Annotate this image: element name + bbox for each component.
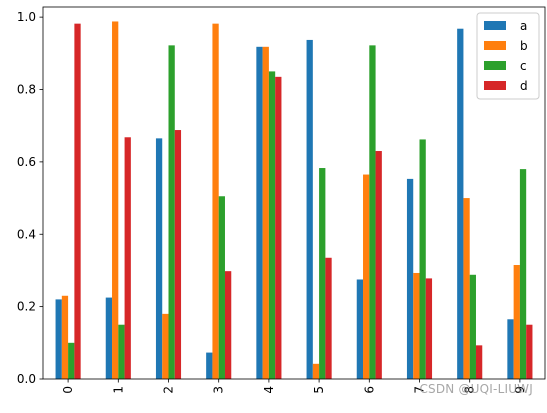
bar-c-2 — [168, 45, 175, 380]
bar-d-5 — [325, 257, 332, 379]
y-tick-label: 0.0 — [17, 372, 36, 386]
bar-d-8 — [475, 345, 483, 379]
x-tick-label: 6 — [362, 386, 376, 394]
legend-swatch-a — [484, 21, 506, 30]
bar-a-3 — [206, 352, 213, 379]
bar-a-4 — [256, 46, 263, 380]
watermark: CSDN @UQI-LIUWJ — [419, 382, 533, 396]
legend-label-b: b — [520, 39, 528, 53]
x-tick-label: 2 — [162, 386, 176, 394]
bar-c-7 — [419, 139, 426, 379]
bar-d-6 — [375, 151, 382, 379]
bar-c-1 — [118, 324, 125, 379]
bar-b-7 — [413, 272, 420, 379]
legend-label-c: c — [520, 59, 527, 73]
bar-c-4 — [268, 71, 276, 379]
x-tick-label: 3 — [212, 386, 226, 394]
bar-d-2 — [174, 130, 182, 379]
bar-b-6 — [363, 174, 370, 379]
y-tick-label: 0.6 — [17, 155, 36, 169]
x-tick-label: 8 — [463, 386, 477, 394]
bar-d-1 — [124, 137, 131, 379]
bar-d-3 — [224, 271, 232, 379]
bar-c-5 — [319, 168, 326, 379]
bar-a-5 — [306, 39, 313, 380]
bar-b-2 — [162, 313, 169, 379]
bar-d-0 — [74, 23, 81, 380]
x-tick-label: 0 — [61, 386, 75, 394]
legend-swatch-d — [484, 81, 506, 90]
bar-b-4 — [262, 46, 269, 380]
bar-b-5 — [312, 363, 320, 379]
bar-a-1 — [105, 297, 113, 379]
x-tick-label: 7 — [413, 386, 427, 394]
bar-a-2 — [155, 138, 163, 379]
bar-a-9 — [507, 319, 514, 379]
plot-frame — [42, 6, 546, 380]
bar-c-0 — [68, 342, 75, 379]
legend-label-a: a — [520, 19, 527, 33]
x-tick-label: 4 — [262, 386, 276, 394]
y-tick-label: 0.8 — [17, 83, 36, 97]
x-tick-label: 1 — [111, 386, 125, 394]
bar-a-0 — [55, 299, 62, 379]
bar-b-3 — [212, 23, 219, 380]
bar-a-8 — [457, 28, 464, 380]
legend-swatch-b — [484, 41, 506, 50]
y-tick-label: 0.2 — [17, 300, 36, 314]
bar-d-7 — [425, 278, 433, 379]
bar-d-4 — [275, 76, 282, 379]
legend-box — [476, 12, 540, 100]
x-tick-label: 5 — [312, 386, 326, 394]
bar-b-9 — [513, 265, 520, 379]
legend-swatch-c — [484, 61, 506, 70]
bar-b-1 — [112, 21, 119, 379]
bar-c-9 — [519, 169, 527, 379]
bar-a-7 — [406, 178, 414, 379]
legend-label-d: d — [520, 79, 528, 93]
bar-c-8 — [469, 274, 476, 379]
bar-b-8 — [463, 198, 470, 379]
bar-a-6 — [356, 279, 364, 379]
bar-d-9 — [526, 324, 533, 379]
x-tick-label: 9 — [513, 386, 527, 394]
bar-b-0 — [61, 295, 69, 379]
bar-c-6 — [369, 45, 376, 380]
bar-c-3 — [218, 196, 225, 379]
y-tick-label: 1.0 — [17, 10, 36, 24]
y-tick-label: 0.4 — [17, 227, 36, 241]
